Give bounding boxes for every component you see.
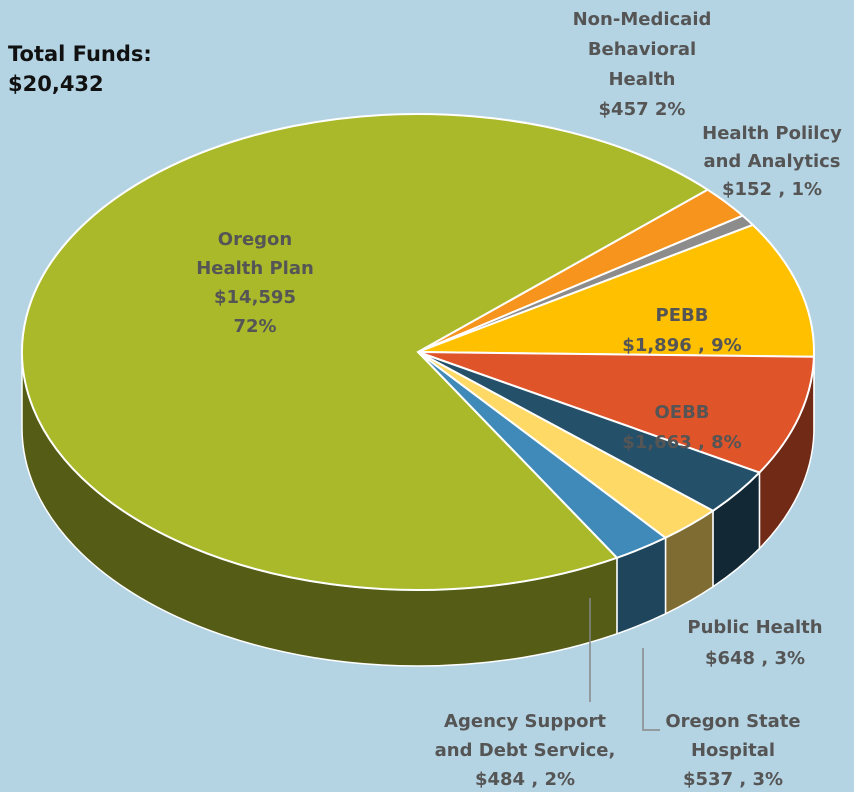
value-label: $152 , 1% bbox=[722, 179, 822, 200]
value-label: $1,663 , 8% bbox=[622, 432, 741, 453]
leader-line bbox=[642, 648, 660, 731]
slice-label: Non-Medicaid bbox=[573, 9, 712, 30]
slice-label: and Debt Service, bbox=[435, 740, 616, 761]
value-label: 72% bbox=[233, 316, 276, 337]
slice bbox=[21, 113, 710, 591]
slice-label: Behavioral bbox=[588, 39, 696, 60]
slice-label: Oregon bbox=[218, 229, 292, 250]
slice-label: Hospital bbox=[691, 740, 775, 761]
value-label: $648 , 3% bbox=[705, 648, 805, 669]
slice-label: OEBB bbox=[654, 402, 709, 423]
chart-title: Total Funds: bbox=[8, 42, 152, 66]
value-label: $484 , 2% bbox=[475, 769, 575, 790]
labels: Oregon Health Plan $14,595 72% Non-Medicaid B… bbox=[196, 9, 842, 790]
chart-subtitle: $20,432 bbox=[8, 72, 104, 96]
pie bbox=[21, 113, 815, 667]
value-label: $1,896 , 9% bbox=[622, 335, 741, 356]
value-label: $537 , 3% bbox=[683, 769, 783, 790]
slice-label: Health Polilcy bbox=[702, 123, 842, 144]
slice-label: Oregon State bbox=[665, 711, 800, 732]
slice-label: and Analytics bbox=[703, 151, 840, 172]
slice-label: Health bbox=[608, 69, 675, 90]
slice-label: Health Plan bbox=[196, 258, 314, 279]
value-label: $457 2% bbox=[599, 99, 686, 120]
slice bbox=[417, 351, 815, 474]
slice-label: Agency Support bbox=[444, 711, 606, 732]
slice-label: Public Health bbox=[687, 617, 822, 638]
slice bbox=[417, 223, 815, 358]
value-label: $14,595 bbox=[214, 287, 296, 308]
slice-label: PEBB bbox=[656, 305, 709, 326]
